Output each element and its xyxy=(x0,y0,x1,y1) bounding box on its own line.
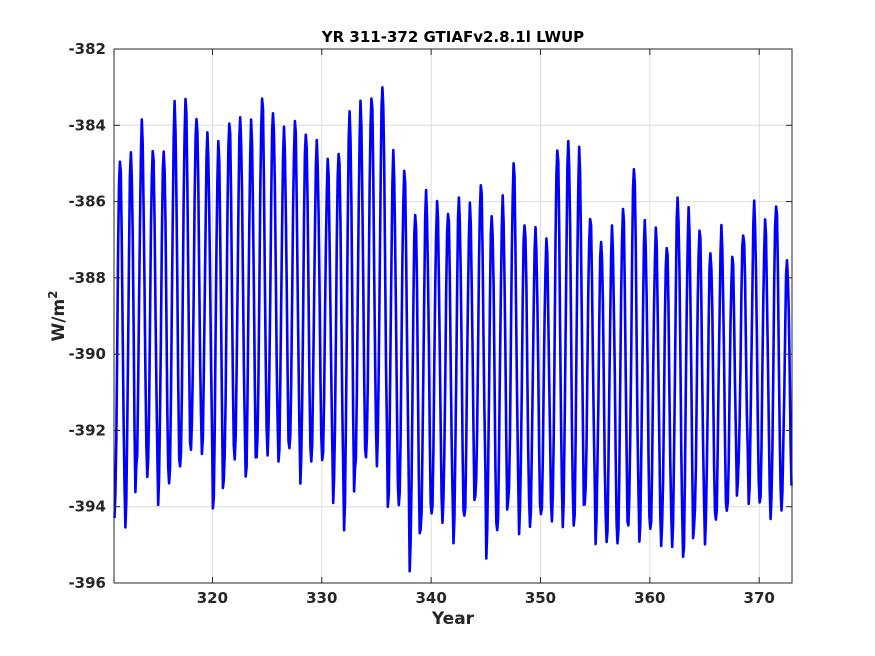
series-group xyxy=(113,86,793,573)
y-tick-label: -386 xyxy=(68,193,106,211)
x-tick-label: 350 xyxy=(525,589,556,607)
y-axis-label: W/m2 xyxy=(46,290,69,341)
y-axis-label-base: W/m xyxy=(49,299,69,342)
y-tick-label: -384 xyxy=(68,116,106,134)
x-tick-label: 370 xyxy=(744,589,775,607)
y-tick-label: -382 xyxy=(68,40,106,58)
chart-title: YR 311-372 GTIAFv2.8.1l LWUP xyxy=(321,28,584,46)
y-tick-label: -396 xyxy=(68,574,106,592)
plot-frame xyxy=(113,48,793,584)
y-tick-label: -390 xyxy=(68,345,106,363)
x-axis-label: Year xyxy=(431,609,475,629)
x-axis-ticks: 320 330 340 350 360 370 xyxy=(197,49,775,607)
y-axis-ticks: -396 -394 -392 -390 -388 -386 -384 -382 xyxy=(68,40,792,592)
series-line-lwup xyxy=(113,86,793,573)
y-tick-label: -394 xyxy=(68,498,106,516)
y-tick-label: -392 xyxy=(68,421,106,439)
y-axis-label-superscript: 2 xyxy=(46,290,60,298)
x-tick-label: 320 xyxy=(197,589,228,607)
y-tick-label: -388 xyxy=(68,269,106,287)
x-tick-label: 330 xyxy=(306,589,337,607)
x-tick-label: 360 xyxy=(634,589,665,607)
x-tick-label: 340 xyxy=(415,589,446,607)
